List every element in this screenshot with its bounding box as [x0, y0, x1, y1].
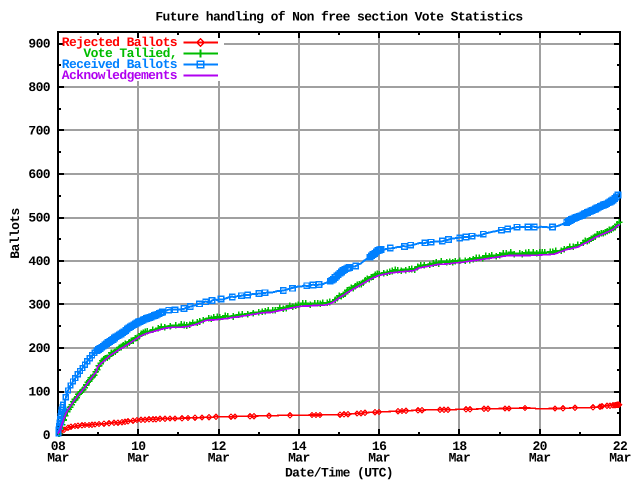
svg-text:18: 18	[452, 439, 467, 454]
svg-text:14: 14	[292, 439, 307, 454]
svg-text:08: 08	[51, 439, 66, 454]
svg-text:Ballots: Ballots	[8, 208, 23, 259]
svg-text:10: 10	[131, 439, 146, 454]
svg-text:Mar: Mar	[127, 451, 149, 466]
svg-text:Mar: Mar	[288, 451, 310, 466]
svg-text:100: 100	[28, 385, 50, 400]
svg-text:Mar: Mar	[609, 451, 631, 466]
svg-text:Mar: Mar	[208, 451, 230, 466]
svg-text:22: 22	[613, 439, 628, 454]
svg-text:Future handling of Non free se: Future handling of Non free section Vote…	[155, 10, 523, 25]
svg-text:500: 500	[28, 211, 50, 226]
svg-text:Mar: Mar	[529, 451, 551, 466]
svg-text:Mar: Mar	[449, 451, 471, 466]
svg-text:600: 600	[28, 167, 50, 182]
svg-text:Vote Tallied,: Vote Tallied,	[83, 46, 177, 61]
svg-text:700: 700	[28, 124, 50, 139]
svg-text:Acknowledgements: Acknowledgements	[62, 68, 178, 83]
svg-text:400: 400	[28, 254, 50, 269]
svg-text:16: 16	[372, 439, 387, 454]
svg-text:900: 900	[28, 37, 50, 52]
svg-text:12: 12	[211, 439, 226, 454]
svg-text:Date/Time (UTC): Date/Time (UTC)	[285, 466, 393, 480]
svg-text:0: 0	[43, 428, 51, 443]
svg-text:Rejected Ballots: Rejected Ballots	[62, 35, 178, 50]
svg-text:Mar: Mar	[47, 451, 69, 466]
svg-text:200: 200	[28, 341, 50, 356]
svg-text:300: 300	[28, 298, 50, 313]
svg-text:Mar: Mar	[368, 451, 390, 466]
svg-text:20: 20	[532, 439, 547, 454]
svg-text:800: 800	[28, 80, 50, 95]
svg-text:Received Ballots: Received Ballots	[62, 57, 178, 72]
